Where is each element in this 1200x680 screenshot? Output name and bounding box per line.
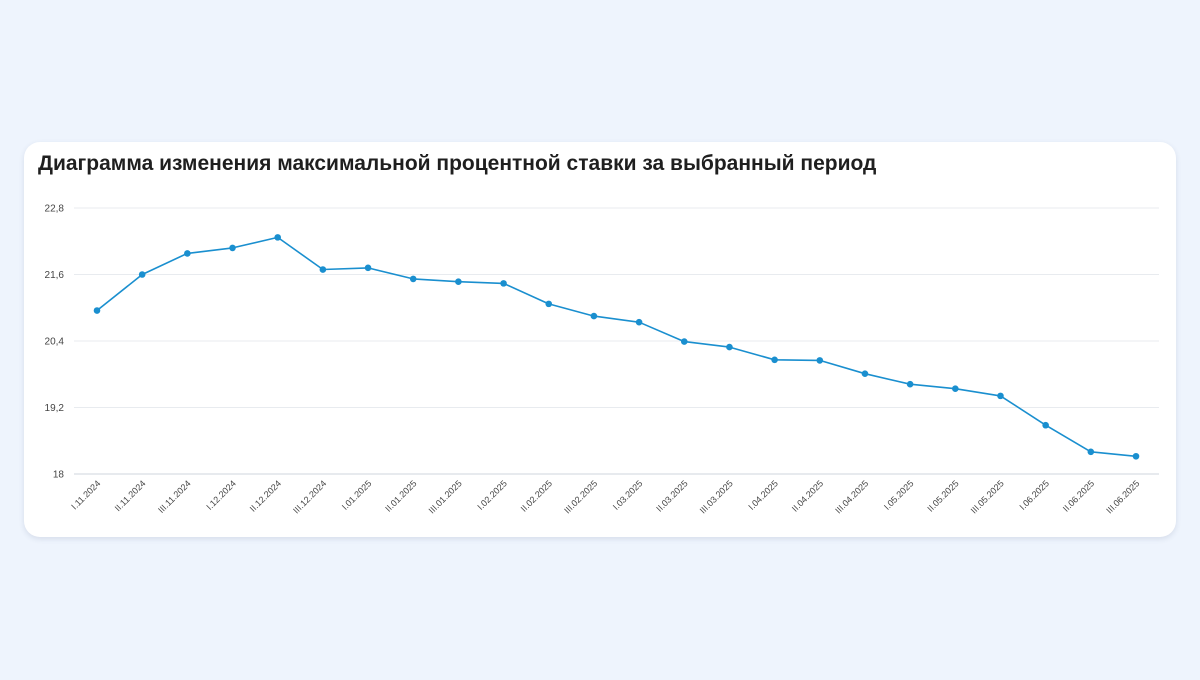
data-point[interactable] [635,318,643,326]
x-tick-label: I.11.2024 [69,478,102,511]
x-tick-label: I.02.2025 [475,478,509,512]
series-points-layer [93,234,1140,460]
data-point[interactable] [138,271,146,278]
x-tick-label: III.03.2025 [698,478,735,515]
data-point[interactable] [906,380,914,388]
data-point[interactable] [952,385,959,392]
data-point[interactable] [184,250,191,257]
x-tick-label: II.03.2025 [654,478,689,513]
series-line-layer [96,236,1137,458]
x-tick-label: III.01.2025 [427,478,464,515]
x-tick-label: I.05.2025 [882,478,916,512]
data-point[interactable] [1132,452,1140,460]
x-tick-label: II.01.2025 [383,478,418,513]
data-point[interactable] [680,338,688,345]
y-axis-ticks: 18 19,2 20,4 21,6 22,8 [45,204,65,481]
x-tick-label: II.02.2025 [519,478,554,513]
x-axis-ticks: I.11.2024 II.11.2024 III.11.2024 I.12.2024 I… [69,478,1141,515]
y-tick-label: 19,2 [45,403,65,414]
x-tick-label: III.11.2024 [156,478,193,515]
series-line [96,236,1137,458]
x-tick-label: II.05.2025 [925,478,960,513]
data-point[interactable] [409,275,417,283]
data-point[interactable] [1087,448,1095,456]
data-point[interactable] [455,278,462,286]
x-tick-label: I.03.2025 [611,478,645,512]
data-point[interactable] [1042,421,1049,429]
x-tick-label: I.04.2025 [746,478,780,512]
data-point[interactable] [545,300,553,308]
data-point[interactable] [590,312,598,320]
chart-card: Диаграмма изменения максимальной процент… [24,142,1176,537]
y-tick-label: 22,8 [45,204,65,215]
data-point[interactable] [861,370,869,377]
data-point[interactable] [726,343,733,351]
data-point[interactable] [771,356,778,364]
data-point[interactable] [274,234,281,241]
x-tick-label: II.04.2025 [790,478,825,513]
x-tick-label: II.06.2025 [1061,478,1096,513]
y-tick-label: 20,4 [45,337,65,348]
x-tick-label: III.02.2025 [562,478,599,515]
data-point[interactable] [997,392,1004,400]
x-tick-label: I.06.2025 [1017,478,1051,512]
data-point[interactable] [93,307,101,314]
data-point[interactable] [319,266,327,273]
data-point[interactable] [364,264,372,272]
x-tick-label: III.12.2024 [291,478,328,515]
data-point[interactable] [500,280,507,287]
x-tick-label: II.11.2024 [113,478,148,513]
chart-title: Диаграмма изменения максимальной процент… [38,152,877,175]
x-tick-label: I.12.2024 [204,478,238,512]
x-tick-label: II.12.2024 [248,478,283,513]
y-tick-label: 18 [53,470,65,481]
grid-lines [74,207,1159,475]
x-tick-label: III.06.2025 [1104,478,1141,515]
data-point[interactable] [229,244,236,252]
data-point[interactable] [816,357,824,364]
x-tick-label: I.01.2025 [340,478,374,512]
y-tick-label: 21,6 [45,270,65,281]
x-tick-label: III.05.2025 [969,478,1006,515]
x-tick-label: III.04.2025 [833,478,870,515]
